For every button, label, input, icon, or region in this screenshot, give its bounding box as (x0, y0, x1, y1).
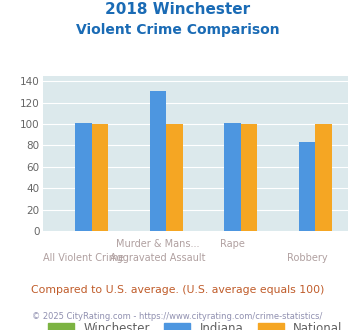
Bar (75, 123, 92, 231)
Text: Aggravated Assault: Aggravated Assault (110, 253, 206, 263)
Text: Robbery: Robbery (286, 253, 327, 263)
Text: 2018 Winchester: 2018 Winchester (105, 2, 250, 16)
Bar (241, 124, 257, 231)
Text: Murder & Mans...: Murder & Mans... (116, 239, 200, 249)
Bar (92, 124, 108, 231)
Legend: Winchester, Indiana, National: Winchester, Indiana, National (48, 322, 342, 330)
Bar (150, 91, 166, 231)
Text: Compared to U.S. average. (U.S. average equals 100): Compared to U.S. average. (U.S. average … (31, 285, 324, 295)
Text: © 2025 CityRating.com - https://www.cityrating.com/crime-statistics/: © 2025 CityRating.com - https://www.city… (32, 312, 323, 321)
Text: Rape: Rape (220, 239, 245, 249)
Bar (224, 123, 241, 231)
Bar (315, 124, 332, 231)
Bar (299, 142, 315, 231)
Text: Violent Crime Comparison: Violent Crime Comparison (76, 23, 279, 37)
Bar (166, 124, 182, 231)
Text: All Violent Crime: All Violent Crime (43, 253, 124, 263)
